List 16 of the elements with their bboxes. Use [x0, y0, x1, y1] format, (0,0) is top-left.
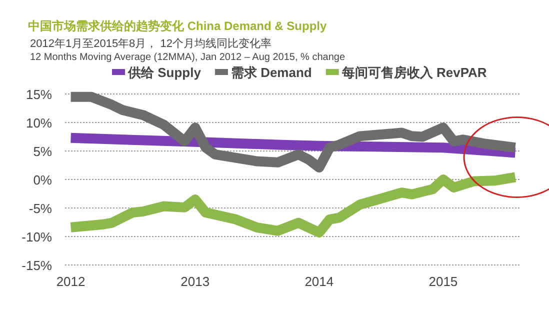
legend-label: 每间可售房收入 RevPAR	[340, 65, 488, 80]
y-tick-label: 15%	[26, 87, 52, 102]
y-tick-label: -5%	[28, 201, 52, 216]
legend-label: 供给 Supply	[127, 65, 202, 80]
y-tick-label: 5%	[33, 144, 52, 159]
x-tick-label: 2013	[180, 274, 210, 289]
x-tick-label: 2012	[56, 274, 86, 289]
chart-subtitle: 2012年1月至2015年8月， 12个月均线同比变化率 12 Months Moving Average (12MMA), Jan 2012 – Aug 2015, % change	[30, 37, 346, 63]
legend-label: 需求 Demand	[230, 65, 312, 80]
y-tick-label: -15%	[22, 258, 52, 273]
chart-title: 中国市场需求供给的趋势变化 China Demand & Supply	[28, 19, 328, 33]
y-tick-label: 10%	[26, 116, 52, 130]
x-tick-label: 2015	[428, 274, 458, 289]
y-tick-label: 0%	[33, 172, 52, 188]
x-tick-label: 2014	[304, 274, 334, 289]
y-tick-label: -10%	[22, 230, 52, 244]
